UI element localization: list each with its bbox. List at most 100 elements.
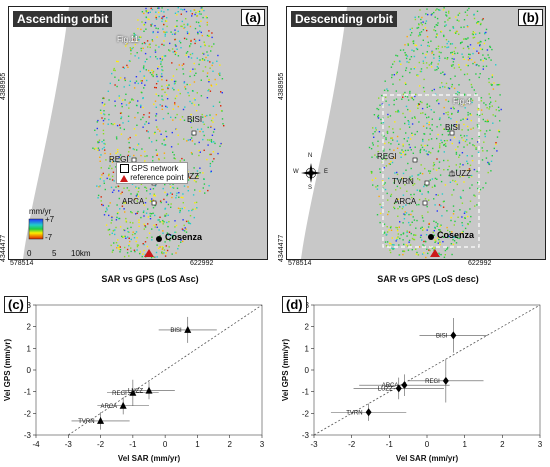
sar-point xyxy=(153,256,155,258)
sar-point xyxy=(141,148,143,150)
y-tick-label: 3 xyxy=(27,301,32,310)
sar-point xyxy=(151,239,153,241)
sar-point xyxy=(135,213,137,215)
sar-point xyxy=(119,251,121,253)
sar-point xyxy=(137,143,140,145)
sar-point xyxy=(102,123,105,125)
sar-point xyxy=(164,191,166,194)
sar-point xyxy=(165,130,167,133)
sar-point xyxy=(188,94,190,97)
sar-point xyxy=(477,187,479,190)
sar-point xyxy=(119,158,121,160)
sar-point xyxy=(158,158,160,160)
sar-point xyxy=(392,128,394,130)
sar-point xyxy=(396,173,399,176)
sar-point xyxy=(156,153,159,155)
sar-point xyxy=(125,220,127,222)
sar-point xyxy=(490,160,493,162)
sar-point xyxy=(129,47,131,49)
sar-point xyxy=(428,64,430,66)
sar-point xyxy=(480,109,483,111)
sar-point xyxy=(220,91,222,93)
sar-point xyxy=(176,68,178,71)
sar-point xyxy=(467,111,469,114)
sar-point xyxy=(172,51,174,53)
sar-point xyxy=(106,209,108,211)
sar-point xyxy=(405,212,408,214)
sar-point xyxy=(178,245,180,247)
sar-point xyxy=(120,193,122,195)
sar-point xyxy=(488,78,490,80)
sar-point xyxy=(383,167,385,169)
sar-point xyxy=(145,10,147,12)
sar-point xyxy=(211,36,213,39)
sar-point xyxy=(396,111,399,113)
sar-point xyxy=(208,81,210,83)
sar-point xyxy=(137,195,140,198)
sar-point xyxy=(161,105,163,107)
sar-point xyxy=(422,112,424,114)
sar-point xyxy=(446,57,449,59)
sar-point xyxy=(185,10,188,13)
sar-point xyxy=(415,44,418,47)
sar-point xyxy=(495,143,497,146)
sar-point xyxy=(104,152,106,155)
sea-area xyxy=(9,7,69,259)
sar-point xyxy=(497,106,500,108)
sar-point xyxy=(163,249,166,251)
sar-point xyxy=(488,162,490,164)
city-label-cosenza: Cosenza xyxy=(165,232,203,242)
sar-point xyxy=(436,137,438,140)
sar-point xyxy=(138,36,141,38)
sar-point xyxy=(116,212,119,215)
sar-point xyxy=(115,152,117,154)
sar-point xyxy=(123,67,125,69)
sar-point xyxy=(98,141,100,143)
sar-point xyxy=(485,65,488,67)
sar-point xyxy=(107,90,109,92)
sar-point xyxy=(177,30,179,33)
sar-point xyxy=(448,130,450,132)
sar-point xyxy=(103,113,105,115)
sar-point xyxy=(410,193,412,196)
sar-point xyxy=(404,211,406,213)
sar-point xyxy=(164,183,166,186)
sar-point xyxy=(165,20,168,22)
sar-point xyxy=(187,170,189,173)
sar-point xyxy=(456,98,459,100)
sar-point xyxy=(151,198,153,200)
x-tick-label: 1 xyxy=(462,440,467,449)
sar-point xyxy=(156,126,158,128)
sar-point xyxy=(406,96,409,98)
sar-point xyxy=(109,202,111,204)
sar-point xyxy=(104,143,106,145)
sar-point xyxy=(146,58,148,60)
sar-point xyxy=(472,31,474,33)
sar-point xyxy=(144,241,147,243)
sar-point xyxy=(142,243,144,245)
sar-point xyxy=(395,189,397,191)
sar-point xyxy=(495,64,497,66)
sar-point xyxy=(395,54,397,57)
sar-point xyxy=(433,111,435,113)
marker-triangle xyxy=(97,416,105,424)
sar-point xyxy=(453,58,455,60)
sar-point xyxy=(422,62,425,64)
sar-point xyxy=(485,130,488,132)
sar-point xyxy=(137,244,140,246)
sar-point xyxy=(482,65,485,68)
sar-point xyxy=(218,73,220,75)
sar-point xyxy=(422,125,425,127)
sar-point xyxy=(114,105,116,107)
easting-tick-b-left: 578514 xyxy=(288,260,312,267)
sar-point xyxy=(452,106,454,108)
sar-point xyxy=(431,118,433,120)
sar-point xyxy=(414,117,416,119)
sar-point xyxy=(182,9,184,11)
sar-point xyxy=(440,51,442,54)
sar-point xyxy=(453,236,455,239)
sar-point xyxy=(465,211,468,213)
sar-point xyxy=(177,7,179,9)
sar-point xyxy=(444,25,446,27)
sar-point xyxy=(466,9,469,11)
